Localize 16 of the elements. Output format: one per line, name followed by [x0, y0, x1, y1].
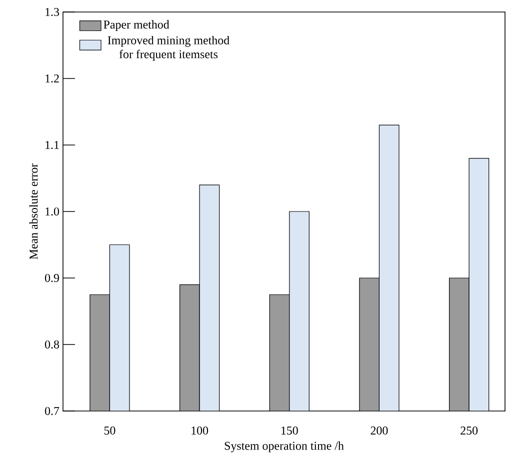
- y-tick-label: 0.7: [44, 406, 60, 416]
- legend-label: Paper method: [104, 20, 170, 32]
- y-axis-title: Mean absolute error: [29, 163, 38, 260]
- x-axis-title: System operation time /h: [224, 441, 344, 452]
- y-tick-label: 1.2: [46, 74, 59, 83]
- x-tick-label: 100: [192, 426, 208, 435]
- y-tick-label: 0.8: [44, 340, 60, 349]
- y-tick-label: 1.3: [46, 8, 60, 16]
- legend-label: Improved mining method for frequent itemsets: [108, 36, 230, 61]
- y-tick-label: 1.1: [46, 140, 59, 150]
- x-tick-label: 200: [370, 426, 388, 435]
- y-tick-label: 1.0: [46, 207, 60, 216]
- x-tick-label: 250: [460, 426, 478, 435]
- x-tick-label: 150: [281, 426, 298, 435]
- y-tick-label: 0.9: [44, 274, 59, 282]
- x-tick-label: 50: [104, 426, 116, 435]
